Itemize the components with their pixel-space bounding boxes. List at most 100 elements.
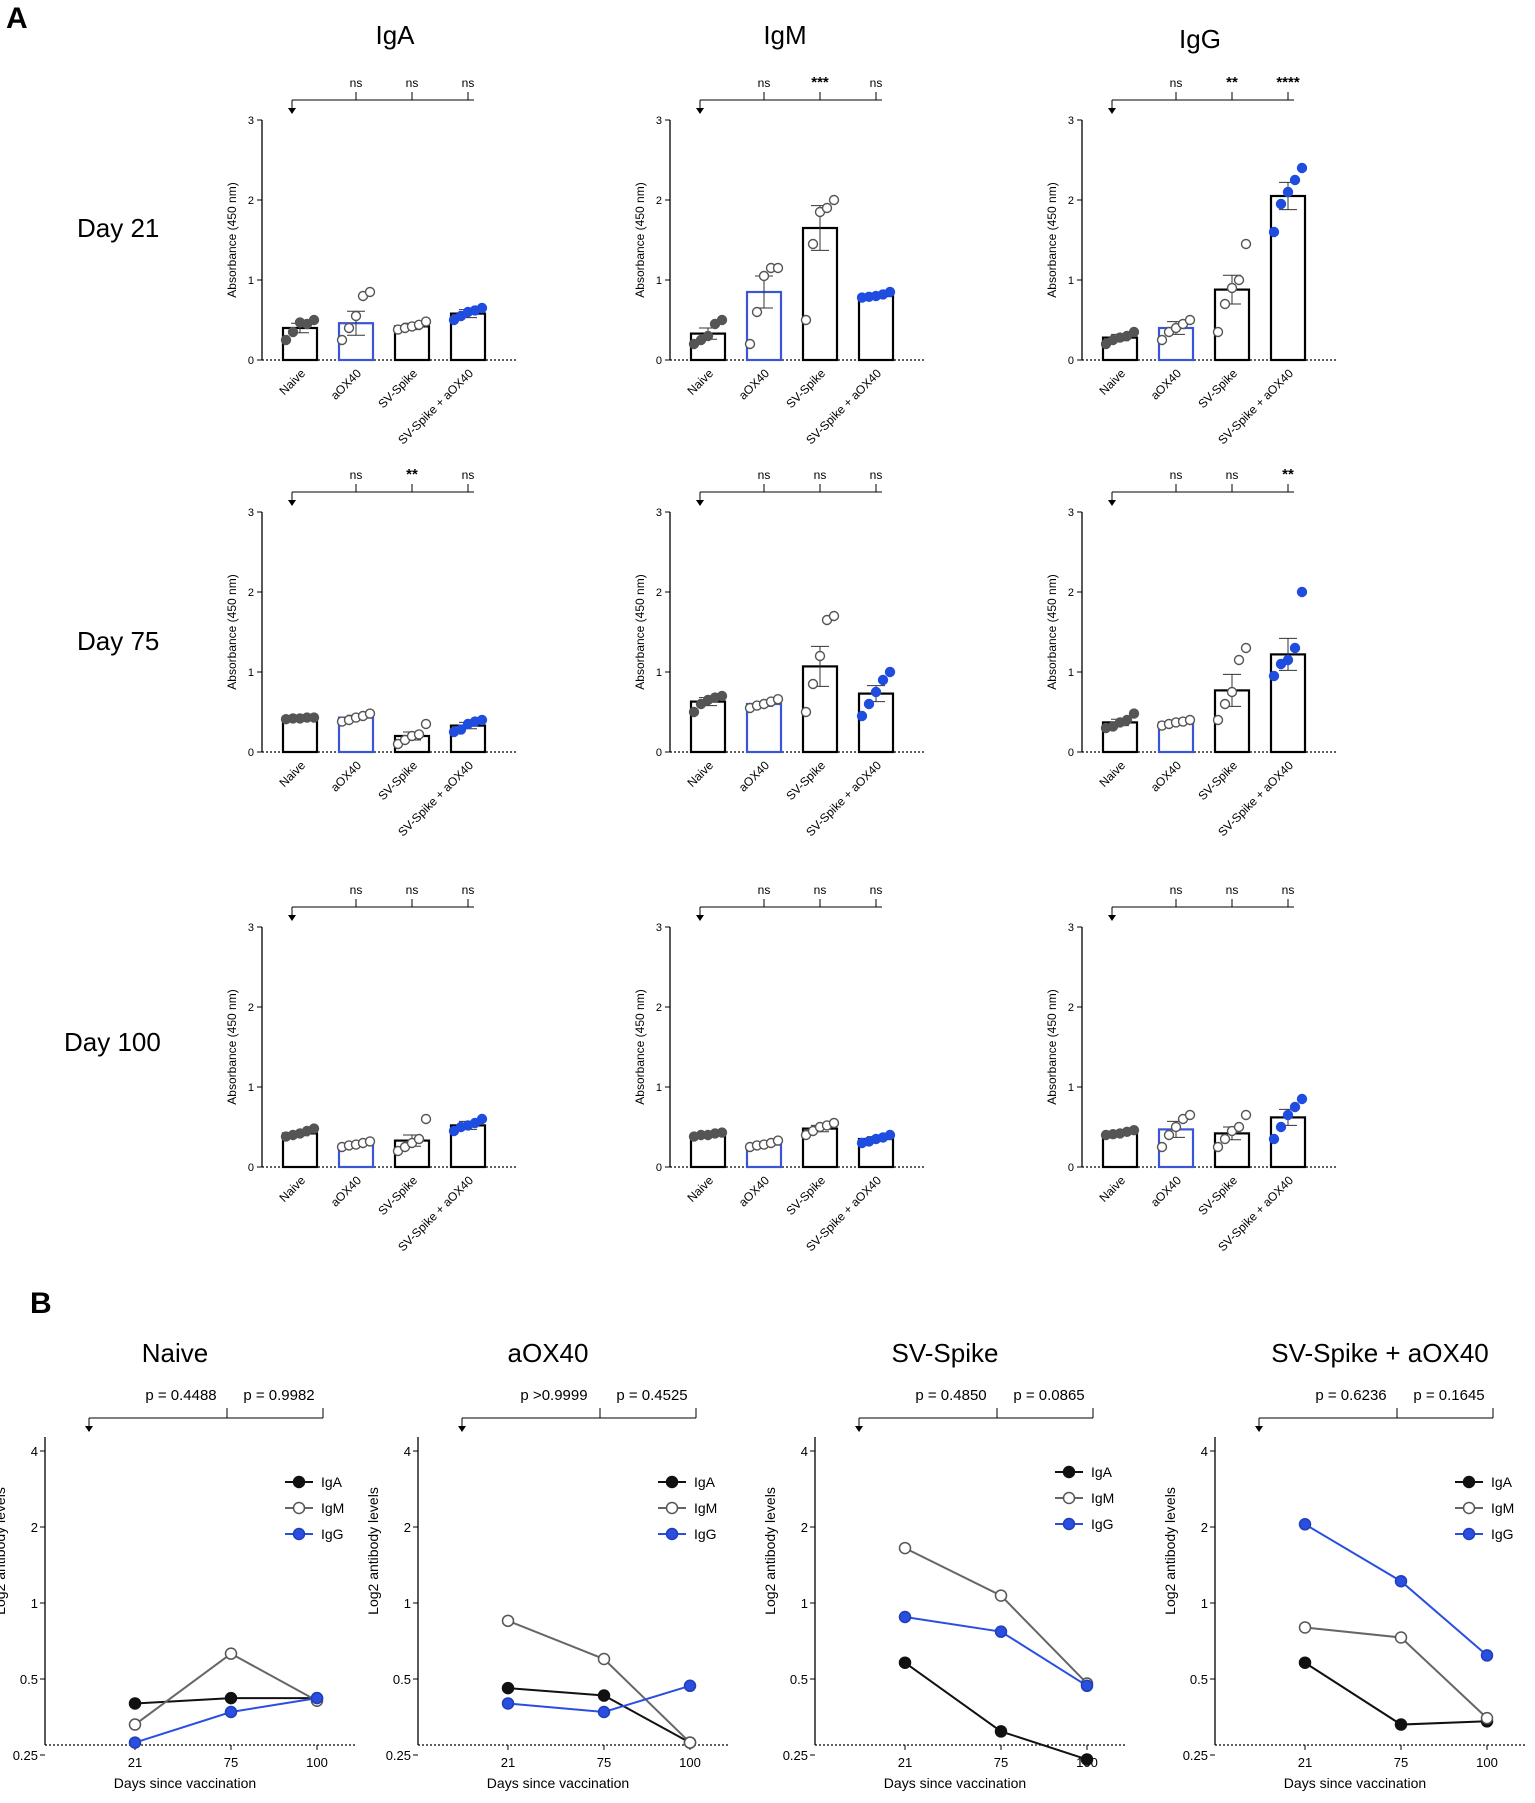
x-tick-label: 21 bbox=[128, 1755, 142, 1770]
data-point bbox=[856, 710, 868, 722]
data-point bbox=[1282, 186, 1294, 198]
significance-label: ns bbox=[1170, 76, 1183, 90]
series-point-iga bbox=[224, 1691, 238, 1705]
y-tick-label: 1 bbox=[656, 1082, 662, 1094]
data-point bbox=[420, 316, 432, 327]
legend-label-iga: IgA bbox=[1491, 1474, 1513, 1490]
category-label-naive: Naive bbox=[1097, 758, 1129, 790]
legend-marker bbox=[292, 1527, 306, 1541]
p-value-label: p = 0.6236 bbox=[1315, 1387, 1386, 1404]
data-point bbox=[688, 706, 700, 718]
series-point-igg bbox=[310, 1691, 324, 1705]
arrow-down-icon bbox=[85, 1426, 93, 1432]
line-chart-naive: Naive p = 0.4488 p = 0.9982 0.25 0.5 1 2 4 Log2 … bbox=[0, 1338, 355, 1791]
y-tick-label: 2 bbox=[31, 1520, 38, 1535]
x-tick-label: 21 bbox=[501, 1755, 515, 1770]
panel-label-a: A bbox=[6, 2, 28, 35]
category-label-naive: Naive bbox=[685, 366, 717, 398]
y-axis-label: Absorbance (450 nm) bbox=[633, 989, 647, 1104]
y-tick-label: 1 bbox=[248, 667, 254, 679]
series-point-igm bbox=[128, 1718, 142, 1731]
significance-label: ns bbox=[1282, 883, 1295, 897]
series-point-igm bbox=[994, 1589, 1008, 1602]
y-tick-label: 0.25 bbox=[1183, 1748, 1208, 1763]
data-point bbox=[1240, 238, 1252, 250]
series-point-iga bbox=[994, 1725, 1008, 1738]
chart-title: SV-Spike + aOX40 bbox=[1271, 1338, 1489, 1368]
legend-marker bbox=[665, 1527, 679, 1541]
series-point-iga bbox=[898, 1656, 912, 1669]
data-point bbox=[420, 718, 432, 730]
series-point-igm bbox=[898, 1541, 912, 1555]
significance-label: ns bbox=[1170, 883, 1183, 897]
significance-label: ** bbox=[406, 466, 418, 483]
legend-marker bbox=[1062, 1491, 1076, 1505]
y-tick-label: 0.25 bbox=[13, 1748, 38, 1763]
series-point-igg bbox=[501, 1697, 515, 1710]
significance-label: ns bbox=[350, 76, 363, 90]
category-label-aox40: aOX40 bbox=[1148, 366, 1185, 403]
x-tick-label: 21 bbox=[898, 1755, 912, 1770]
bar-sv-spike-aox40 bbox=[1269, 194, 1307, 362]
significance-label: ns bbox=[462, 468, 475, 482]
significance-label: ns bbox=[406, 76, 419, 90]
series-point-igg bbox=[1394, 1574, 1408, 1588]
data-point bbox=[716, 690, 728, 702]
data-point bbox=[1170, 1121, 1182, 1133]
row-titles: Day 21 Day 75 Day 100 bbox=[64, 213, 161, 1057]
data-point bbox=[877, 674, 889, 686]
data-point bbox=[476, 302, 488, 314]
line-chart-sv-spike-aox40: SV-Spike + aOX40 p = 0.6236 p = 0.1645 0.25… bbox=[1162, 1338, 1525, 1791]
y-tick-label: 3 bbox=[656, 922, 662, 934]
category-label-naive: Naive bbox=[685, 758, 717, 790]
legend-label-iga: IgA bbox=[694, 1474, 716, 1490]
data-point bbox=[814, 650, 826, 662]
legend-label-iga: IgA bbox=[1091, 1464, 1113, 1480]
series-point-igg bbox=[683, 1679, 697, 1693]
data-point bbox=[455, 724, 467, 735]
category-label-naive: Naive bbox=[685, 1173, 717, 1205]
y-tick-label: 2 bbox=[248, 587, 254, 599]
y-tick-label: 3 bbox=[1068, 922, 1074, 934]
y-tick-label: 0.5 bbox=[790, 1672, 808, 1687]
y-tick-label: 3 bbox=[1068, 115, 1074, 127]
category-label-sv-spike: SV-Spike bbox=[375, 1173, 420, 1218]
p-value-label: p = 0.1645 bbox=[1413, 1387, 1484, 1404]
data-point bbox=[800, 706, 812, 718]
category-label-aox40: aOX40 bbox=[328, 366, 365, 403]
y-tick-label: 2 bbox=[1068, 195, 1074, 207]
data-point bbox=[413, 1133, 425, 1145]
bar-chart-iga-day-75: 0 1 2 3 Absorbance (450 nm) Naive aOX40 SV-Spik… bbox=[225, 466, 517, 839]
data-point bbox=[1184, 1109, 1196, 1121]
column-title-iga: IgA bbox=[375, 20, 415, 50]
y-tick-label: 1 bbox=[656, 275, 662, 287]
data-point bbox=[476, 1113, 488, 1125]
series-point-iga bbox=[501, 1681, 515, 1695]
data-point bbox=[343, 322, 355, 334]
y-tick-label: 2 bbox=[656, 1002, 662, 1014]
chart-title: Naive bbox=[142, 1338, 208, 1368]
arrow-down-icon bbox=[696, 915, 704, 921]
category-label-naive: Naive bbox=[277, 758, 309, 790]
data-point bbox=[1233, 654, 1245, 666]
series-point-igg bbox=[1298, 1518, 1312, 1531]
legend-marker bbox=[665, 1501, 679, 1515]
y-tick-label: 1 bbox=[31, 1596, 38, 1611]
x-tick-label: 100 bbox=[1476, 1755, 1498, 1770]
y-axis-label: Absorbance (450 nm) bbox=[633, 182, 647, 297]
data-point bbox=[476, 714, 488, 726]
y-tick-label: 2 bbox=[801, 1520, 808, 1535]
chart-title: aOX40 bbox=[508, 1338, 589, 1368]
data-point bbox=[1240, 642, 1252, 654]
y-tick-label: 2 bbox=[656, 587, 662, 599]
bar-chart-igm-day-21: 0 1 2 3 Absorbance (450 nm) Naive aOX40 SV-Spik… bbox=[633, 74, 925, 447]
arrow-down-icon bbox=[458, 1426, 466, 1432]
significance-label: ns bbox=[758, 76, 771, 90]
panel-a-bar-charts: 0 1 2 3 Absorbance (450 nm) Naive aOX40 SV-Spik… bbox=[225, 74, 1337, 1254]
series-point-iga bbox=[1080, 1753, 1094, 1766]
y-tick-label: 0.25 bbox=[783, 1748, 808, 1763]
data-point bbox=[350, 310, 362, 322]
category-label-sv-spike: SV-Spike bbox=[375, 758, 420, 803]
data-point bbox=[1121, 714, 1133, 726]
data-point bbox=[884, 286, 896, 298]
